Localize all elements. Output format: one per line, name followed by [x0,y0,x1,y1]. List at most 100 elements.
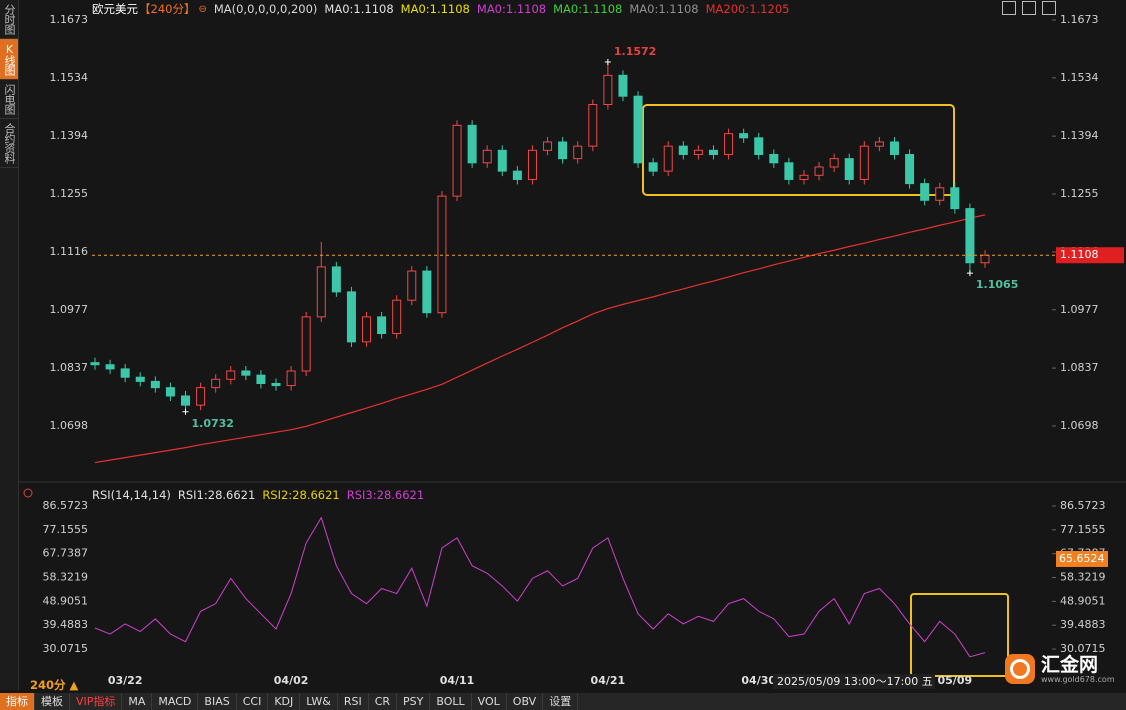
candle-body [874,141,884,147]
candle-body [467,124,477,164]
candle-body [708,149,718,155]
candle-body [573,145,583,160]
toolbar-button[interactable]: CR [369,693,398,710]
y-tick-label: 1.1394 [1060,129,1099,142]
x-tick-label: 03/22 [108,674,143,687]
candle-body [226,370,236,380]
candle-body [497,149,507,172]
toolbar-button[interactable]: 指标 [0,693,35,710]
toolbar-button[interactable]: LW& [300,693,338,710]
candle-body [286,370,296,387]
y-tick-label: 1.0977 [50,303,89,316]
candle-body [935,187,945,201]
candle-body [799,174,809,180]
toolbar-button[interactable]: KDJ [268,693,301,710]
candle-body [648,162,658,172]
y-tick-label: 1.1255 [1060,187,1099,200]
x-tick-label: 04/02 [274,674,309,687]
candle-body [603,74,613,106]
candle-body [905,153,915,185]
y-tick-label: 1.1534 [1060,71,1099,84]
logo: 汇金网 www.gold678.com [1005,654,1115,684]
tab[interactable]: 分时图 [0,0,18,39]
extreme-marker [604,59,611,66]
candle-body [301,316,311,372]
period[interactable]: 【240分】 [139,2,196,16]
candle-body [678,145,688,155]
y-tick-label: 58.3219 [43,571,89,584]
rsi-marker-label: 65.6524 [1059,552,1105,565]
toolbar-button[interactable]: BIAS [198,693,237,710]
candle-body [105,364,115,370]
y-tick-label: 86.5723 [1060,499,1106,512]
x-tick-label: 04/21 [591,674,626,687]
chart-header: 欧元美元 【240分】 ⊖ MA(0,0,0,0,0,200) MA0:1.110… [92,1,789,17]
candle-body [558,141,568,160]
x-tick-label: 04/11 [440,674,475,687]
zoom-icon[interactable]: ⊖ [198,3,207,15]
tab[interactable]: 合约资料 [0,119,18,168]
y-tick-label: 77.1555 [43,523,89,536]
toolbar-button[interactable]: VIP指标 [70,693,123,710]
toolbar-button[interactable]: BOLL [430,693,472,710]
toolbar-button[interactable]: 设置 [543,693,579,710]
toolbar-button[interactable]: VOL [472,693,507,710]
candle-body [844,158,854,180]
y-tick-label: 30.0715 [1060,642,1106,655]
icon[interactable] [1002,1,1016,15]
y-tick-label: 77.1555 [1060,523,1106,536]
toolbar-button[interactable]: CCI [237,693,269,710]
y-tick-label: 1.1673 [1060,13,1099,26]
y-tick-label: 1.0698 [50,419,89,432]
y-tick-label: 1.1255 [50,187,89,200]
tooltip: 2025/05/09 13:00～17:00 五 [777,675,933,688]
candle-body [331,266,341,293]
y-tick-label: 1.1673 [50,13,89,26]
toolbar-button[interactable]: PSY [397,693,431,710]
y-tick-label: 1.0977 [1060,303,1099,316]
x-tick-label: 05/09 [938,674,973,687]
legend-entry: RSI2:28.6621 [262,488,340,502]
y-tick-label: 1.1534 [50,71,89,84]
logo-icon [1005,654,1035,684]
candle-body [211,378,221,389]
y-tick-label: 1.1394 [50,129,89,142]
period-selector[interactable]: 240分 ▲ [30,678,79,692]
icon[interactable] [1022,1,1036,15]
y-tick-label: 1.0698 [1060,419,1099,432]
candle-body [346,291,356,343]
x-tick-label: 04/30 [741,674,776,687]
candle-body [407,270,417,301]
toolbar-button[interactable]: RSI [338,693,369,710]
extreme-label: 1.1572 [614,45,656,58]
y-tick-label: 30.0715 [43,642,89,655]
candle-body [512,170,522,180]
candle-body [120,368,130,378]
tab[interactable]: 闪电图 [0,80,18,119]
candle-body [859,145,869,180]
toolbar-button[interactable]: MACD [152,693,199,710]
indicator-title: RSI(14,14,14) [92,488,171,502]
toolbar-button[interactable]: OBV [507,693,544,710]
extreme-label: 1.1065 [976,278,1018,291]
candle-body [920,183,930,201]
extreme-marker [182,408,189,415]
candle-body [950,187,960,210]
toolbar-button[interactable]: 模板 [35,693,70,710]
y-tick-label: 67.7387 [43,547,89,560]
tab[interactable]: K线图 [0,39,18,80]
rsi-marker-box [1056,550,1108,567]
last-price-box [1056,247,1124,264]
extreme-label: 1.0732 [192,417,234,430]
toolbar-button[interactable]: MA [122,693,153,710]
y-tick-label: 1.0837 [1060,361,1099,374]
candle-body [829,158,839,168]
y-tick-label: 1.1116 [50,245,89,258]
highlight-box [910,593,1009,677]
y-tick-label: 86.5723 [43,499,89,512]
icon[interactable] [1042,1,1056,15]
candle-body [165,387,175,397]
candle-body [196,387,206,406]
candle-body [965,208,975,264]
